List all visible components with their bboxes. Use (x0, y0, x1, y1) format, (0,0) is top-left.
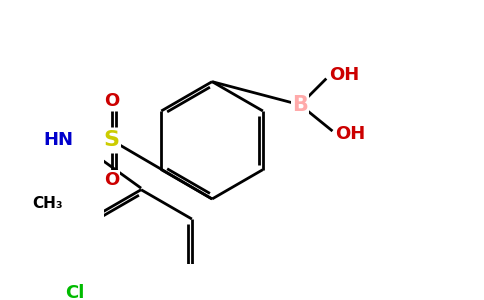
Text: OH: OH (330, 67, 360, 85)
Text: OH: OH (335, 125, 366, 143)
Text: S: S (104, 130, 120, 150)
Text: CH₃: CH₃ (32, 196, 62, 211)
Text: B: B (292, 95, 308, 115)
Text: O: O (104, 92, 120, 110)
Text: HN: HN (43, 131, 73, 149)
Text: Cl: Cl (65, 284, 85, 300)
Text: O: O (104, 171, 120, 189)
